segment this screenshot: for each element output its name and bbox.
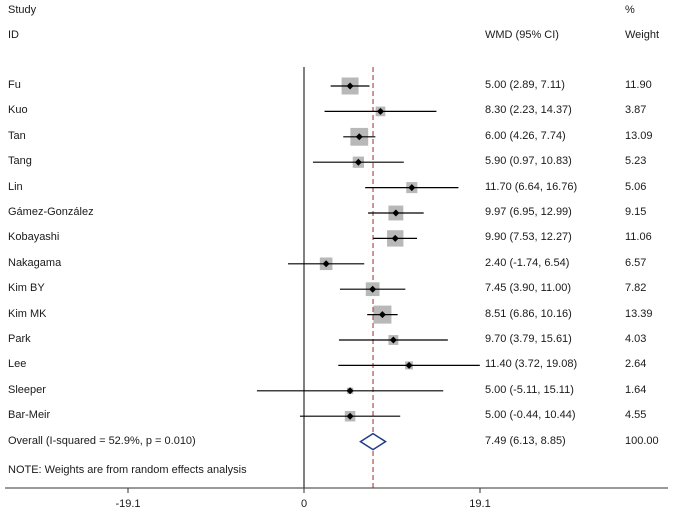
point-estimate: [389, 336, 397, 344]
study-weight: 13.09: [625, 129, 653, 142]
header-weight: Weight: [625, 29, 660, 41]
point-estimate: [376, 107, 384, 115]
study-weight: 4.03: [625, 333, 647, 345]
overall-label: Overall (I-squared = 52.9%, p = 0.010): [8, 434, 196, 447]
study-name: Tan: [8, 129, 26, 142]
point-estimate: [346, 412, 354, 420]
study-ci: 5.00 (-0.44, 10.44): [485, 409, 576, 422]
study-name: Nakagama: [8, 256, 62, 269]
study-weight: 13.39: [625, 307, 653, 320]
point-estimate: [346, 387, 354, 395]
study-weight: 11.90: [625, 79, 652, 91]
overall-diamond: [359, 432, 387, 451]
overall-weight: 100.00: [625, 434, 659, 447]
point-estimate: [354, 158, 362, 166]
study-ci: 11.40 (3.72, 19.08): [485, 358, 578, 371]
header-id: ID: [8, 29, 19, 41]
study-ci: 9.90 (7.53, 12.27): [485, 231, 572, 244]
study-name: Lee: [8, 358, 27, 371]
study-weight: 5.23: [625, 155, 647, 168]
point-estimate: [391, 234, 399, 242]
x-tick-label: 19.1: [469, 498, 491, 510]
header-effect: WMD (95% CI): [485, 29, 559, 41]
study-ci: 8.30 (2.23, 14.37): [485, 104, 572, 117]
study-name: Kuo: [8, 104, 28, 117]
study-name: Park: [8, 333, 31, 345]
study-ci: 6.00 (4.26, 7.74): [485, 129, 566, 142]
overall-ci: 7.49 (6.13, 8.85): [485, 434, 566, 447]
study-ci: 7.45 (3.90, 11.00): [485, 282, 572, 295]
point-estimate: [322, 260, 330, 268]
study-ci: 2.40 (-1.74, 6.54): [485, 256, 570, 269]
study-name: Kim BY: [8, 282, 45, 295]
study-weight: 11.06: [625, 231, 652, 244]
study-weight: 3.87: [625, 104, 647, 117]
point-estimate: [378, 311, 386, 319]
study-name: Gámez-González: [8, 206, 94, 218]
study-weight: 7.82: [625, 282, 647, 295]
study-name: Kim MK: [8, 307, 47, 320]
point-estimate: [405, 361, 413, 369]
study-name: Tang: [8, 155, 32, 168]
study-weight: 2.64: [625, 358, 647, 371]
study-ci: 9.70 (3.79, 15.61): [485, 333, 572, 345]
study-name: Sleeper: [8, 383, 46, 396]
header-weight-percent: %: [625, 4, 635, 16]
point-estimate: [392, 209, 400, 217]
study-name: Fu: [8, 79, 21, 91]
study-weight: 4.55: [625, 409, 647, 422]
study-ci: 5.90 (0.97, 10.83): [485, 155, 572, 168]
study-name: Bar-Meir: [8, 409, 51, 422]
study-weight: 1.64: [625, 383, 647, 396]
study-ci: 9.97 (6.95, 12.99): [485, 206, 572, 218]
point-estimate: [355, 133, 363, 141]
x-tick-label: 0: [300, 498, 308, 510]
header-study: Study: [8, 4, 37, 16]
study-ci: 11.70 (6.64, 16.76): [485, 180, 578, 193]
study-weight: 6.57: [625, 256, 647, 269]
study-name: Kobayashi: [8, 231, 60, 244]
study-ci: 5.00 (-5.11, 15.11): [485, 383, 574, 396]
study-ci: 8.51 (6.86, 10.16): [485, 307, 572, 320]
study-weight: 9.15: [625, 206, 647, 218]
study-weight: 5.06: [625, 180, 647, 193]
point-estimate: [369, 285, 377, 293]
x-tick-label: -19.1: [115, 498, 141, 510]
study-name: Lin: [8, 180, 23, 193]
point-estimate: [408, 184, 416, 192]
note-text: NOTE: Weights are from random effects an…: [8, 464, 247, 476]
study-ci: 5.00 (2.89, 7.11): [485, 79, 565, 91]
point-estimate: [346, 82, 354, 90]
